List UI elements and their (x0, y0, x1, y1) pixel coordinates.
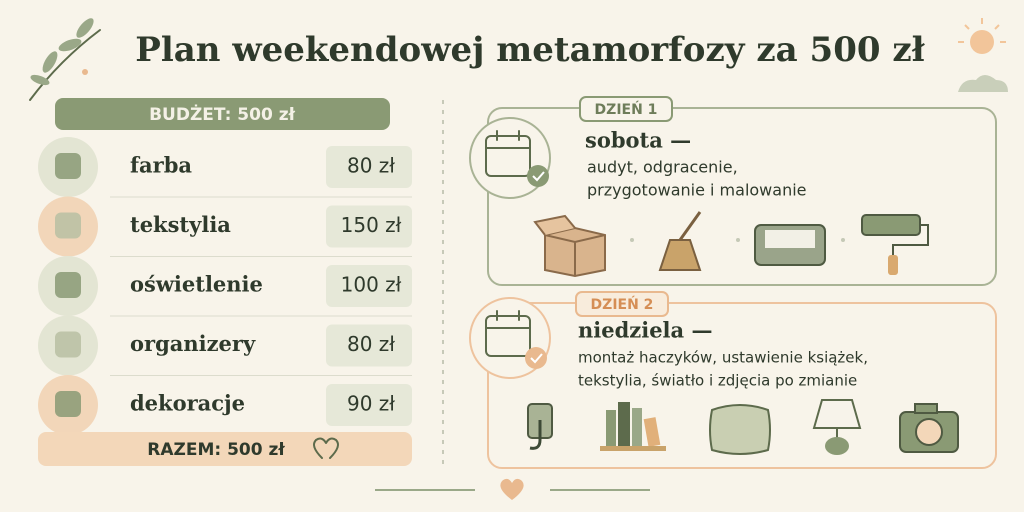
amount-box (326, 324, 412, 367)
day-box (487, 107, 997, 286)
day-label-box (579, 96, 673, 122)
day-line: przygotowanie i malowanie (587, 181, 807, 200)
item-amount: 80 zł (347, 332, 395, 356)
amount-box (326, 146, 412, 188)
total-box (38, 432, 412, 466)
heart-icon (313, 437, 339, 459)
sun-decoration (958, 18, 1008, 92)
day-line: montaż haczyków, ustawienie książek, (578, 349, 868, 367)
day-label-box (575, 291, 669, 317)
title: Plan weekendowej metamorfozy za 500 zł (135, 30, 925, 70)
item-icon-shape (55, 391, 81, 417)
item-name: dekoracje (130, 391, 245, 416)
day-label: DZIEŃ 2 (591, 295, 654, 313)
amount-box (326, 384, 412, 426)
footer-decoration (375, 478, 650, 500)
item-icon-shape (55, 153, 81, 179)
item-name: farba (130, 153, 192, 178)
budget-rows: farba 80 zł tekstylia 150 zł oświetlenie 100 … (38, 137, 412, 435)
item-amount: 150 zł (341, 213, 402, 237)
leaf-decoration (29, 18, 101, 101)
item-name: organizery (130, 331, 256, 356)
check-mark (532, 171, 545, 182)
item-icon-shape (55, 272, 81, 298)
item-amount: 100 zł (341, 273, 402, 297)
calendar-icon (485, 130, 531, 177)
item-icon-shape (55, 212, 81, 239)
budget-header-box (55, 98, 390, 130)
check-mark (530, 353, 543, 364)
day-label: DZIEŃ 1 (595, 100, 658, 118)
day-line: audyt, odgracenie, (587, 158, 738, 177)
item-amount: 80 zł (347, 154, 395, 178)
total: RAZEM: 500 zł (147, 440, 285, 460)
day-title: sobota — (585, 128, 691, 153)
item-amount: 90 zł (347, 392, 395, 416)
item-icon-shape (55, 331, 81, 358)
amount-box (326, 205, 412, 248)
check-badge (525, 347, 547, 369)
budget-header: BUDŻET: 500 zł (149, 103, 295, 125)
item-name: tekstylia (130, 212, 231, 237)
calendar-icon (485, 310, 531, 357)
check-badge (527, 165, 549, 187)
day-box (487, 302, 997, 469)
day-line: tekstylia, światło i zdjęcia po zmianie (578, 372, 857, 390)
day2-icons (527, 399, 959, 455)
item-name: oświetlenie (130, 272, 263, 297)
day1-icons (533, 211, 929, 278)
amount-box (326, 265, 412, 307)
day-title: niedziela — (578, 318, 712, 343)
